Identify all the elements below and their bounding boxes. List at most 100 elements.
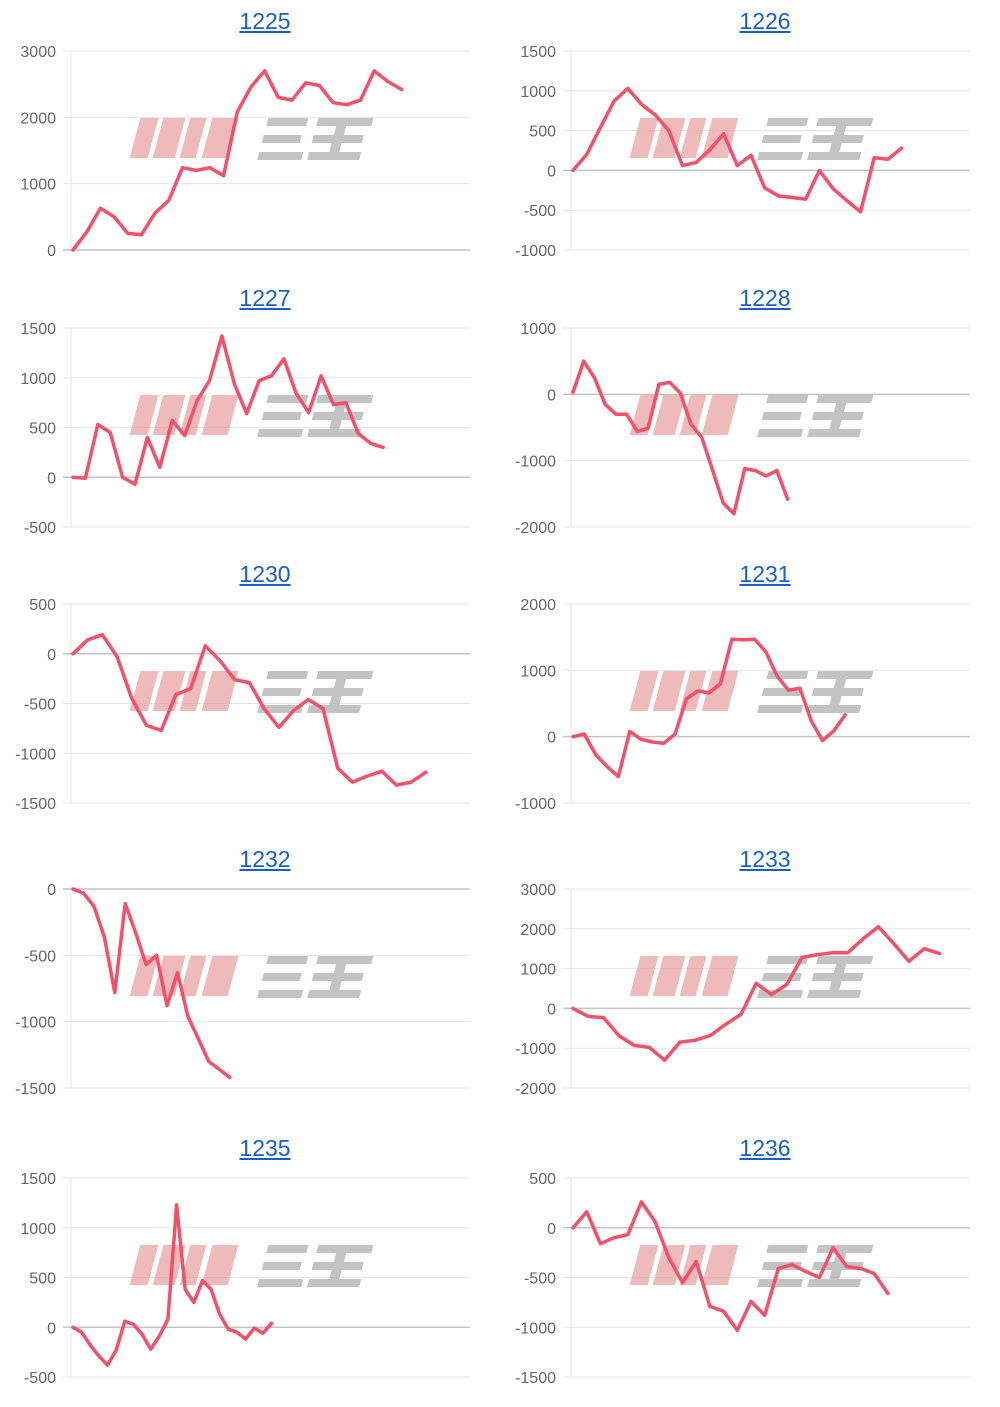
- data-point: [804, 197, 808, 201]
- line-chart: 500 0 -500 -1000 -1500: [515, 1171, 970, 1387]
- data-point: [332, 403, 336, 407]
- data-point: [876, 925, 880, 929]
- data-point: [831, 187, 835, 191]
- data-point: [571, 1006, 575, 1010]
- data-point: [614, 412, 618, 416]
- data-point: [319, 374, 323, 378]
- data-point: [100, 633, 104, 637]
- data-point: [139, 233, 143, 237]
- data-point: [598, 1242, 602, 1246]
- data-point: [207, 1059, 211, 1063]
- data-point: [817, 1276, 821, 1279]
- data-point: [872, 1272, 876, 1276]
- data-point: [668, 380, 672, 384]
- chart-title-link[interactable]: 1227: [239, 285, 291, 311]
- data-point: [123, 902, 127, 906]
- y-tick-label: 0: [47, 882, 56, 899]
- chart-title-link[interactable]: 1226: [739, 8, 791, 34]
- y-tick-label: -500: [24, 948, 56, 965]
- data-point: [189, 687, 193, 691]
- data-point: [786, 497, 790, 501]
- data-point: [815, 953, 819, 957]
- y-tick-label: 1500: [20, 1171, 56, 1188]
- data-point: [678, 1040, 682, 1044]
- chart-title-link[interactable]: 1225: [239, 8, 291, 34]
- y-tick-label: 3000: [520, 882, 556, 899]
- data-point: [114, 1348, 118, 1352]
- y-tick-label: 0: [547, 163, 556, 180]
- data-point: [344, 401, 348, 405]
- data-point: [424, 770, 428, 774]
- data-point: [605, 765, 609, 769]
- data-point: [203, 644, 207, 648]
- chart-title-link[interactable]: 1231: [739, 561, 791, 587]
- data-point: [96, 423, 100, 427]
- chart-title-link[interactable]: 1232: [239, 846, 291, 872]
- chart-title-link[interactable]: 1233: [739, 846, 791, 872]
- data-point: [858, 210, 862, 214]
- data-point: [700, 435, 704, 439]
- data-point: [92, 904, 96, 908]
- data-point: [602, 1016, 606, 1020]
- data-point: [261, 1331, 265, 1335]
- data-point: [121, 475, 125, 479]
- data-point: [133, 482, 137, 486]
- data-point: [277, 725, 281, 729]
- data-point: [694, 1260, 698, 1264]
- data-point: [708, 148, 712, 152]
- y-tick-label: -1000: [515, 454, 556, 471]
- chart-title-link[interactable]: 1228: [739, 285, 791, 311]
- data-point: [174, 693, 178, 697]
- data-point: [183, 1287, 187, 1291]
- data-point: [294, 392, 298, 396]
- data-point: [98, 206, 102, 210]
- chart-title-link[interactable]: 1235: [239, 1135, 291, 1161]
- series-line: [71, 887, 232, 1080]
- y-tick-label: 1000: [20, 177, 56, 194]
- chart-title-link[interactable]: 1236: [739, 1135, 791, 1161]
- y-tick-label: 500: [529, 1171, 556, 1188]
- watermark-logo: [629, 671, 874, 713]
- data-point: [226, 1327, 230, 1331]
- data-point: [739, 1012, 743, 1016]
- data-point: [194, 168, 198, 172]
- data-point: [749, 1299, 753, 1303]
- data-point: [571, 168, 575, 172]
- data-point: [635, 429, 639, 433]
- data-point: [145, 723, 149, 727]
- y-tick-label: 0: [547, 730, 556, 747]
- data-point: [710, 468, 714, 472]
- chart-1226: 1226 1500 1000 500 0 -500 -1000: [500, 0, 1000, 280]
- y-tick-label: 500: [29, 421, 56, 438]
- y-tick-label: 1500: [520, 44, 556, 61]
- data-point: [907, 959, 911, 963]
- y-tick-label: 1000: [520, 962, 556, 979]
- series-line: [571, 1200, 890, 1332]
- data-point: [696, 689, 700, 693]
- y-tick-label: 0: [547, 1221, 556, 1238]
- data-point: [153, 211, 157, 215]
- data-point: [209, 1287, 213, 1291]
- chart-title-link[interactable]: 1230: [239, 561, 291, 587]
- y-tick-label: -1000: [15, 1015, 56, 1032]
- data-point: [732, 512, 736, 516]
- y-tick-label: -1000: [515, 1320, 556, 1337]
- y-tick-label: -1500: [15, 796, 56, 813]
- data-point: [244, 1337, 248, 1341]
- data-point: [735, 1328, 739, 1332]
- data-point: [321, 706, 325, 710]
- data-point: [247, 681, 251, 685]
- chart-1235: 1235 1500 1000 500 0 -500: [0, 1127, 500, 1407]
- data-point: [365, 774, 369, 778]
- data-point: [158, 465, 162, 469]
- data-point: [858, 1267, 862, 1271]
- y-tick-label: 3000: [20, 44, 56, 61]
- data-point: [123, 1319, 127, 1323]
- data-point: [81, 891, 85, 895]
- data-point: [80, 1330, 84, 1334]
- y-tick-label: 1000: [520, 321, 556, 338]
- data-point: [149, 1347, 153, 1351]
- line-chart: 500 0 -500 -1000 -1500: [15, 597, 470, 813]
- y-tick-label: 0: [547, 1001, 556, 1018]
- data-point: [270, 1321, 273, 1325]
